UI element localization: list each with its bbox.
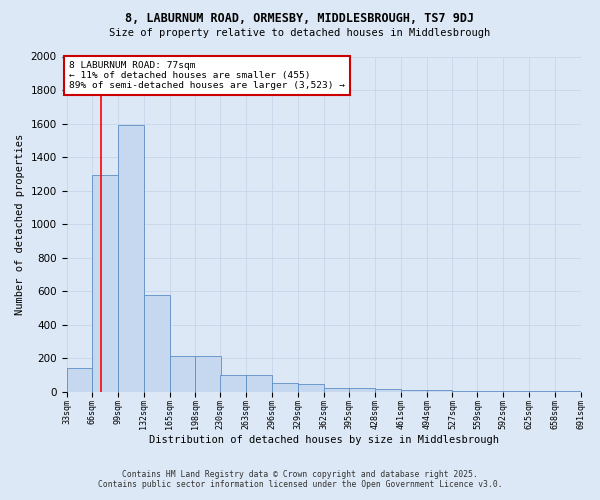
Bar	[503, 391, 529, 392]
Bar	[118, 125, 144, 392]
Bar	[272, 384, 298, 392]
Bar	[220, 375, 246, 392]
Bar	[92, 174, 118, 392]
Bar	[375, 390, 401, 392]
Text: Contains HM Land Registry data © Crown copyright and database right 2025.
Contai: Contains HM Land Registry data © Crown c…	[98, 470, 502, 489]
Text: Size of property relative to detached houses in Middlesbrough: Size of property relative to detached ho…	[109, 28, 491, 38]
Bar	[144, 294, 170, 392]
Bar	[170, 356, 196, 392]
Bar	[555, 391, 581, 392]
Bar	[427, 390, 452, 392]
Bar	[323, 388, 349, 392]
Bar	[401, 390, 427, 392]
Text: 8 LABURNUM ROAD: 77sqm
← 11% of detached houses are smaller (455)
89% of semi-de: 8 LABURNUM ROAD: 77sqm ← 11% of detached…	[69, 60, 345, 90]
Bar	[529, 391, 555, 392]
Bar	[298, 384, 323, 392]
Bar	[349, 388, 375, 392]
Bar	[196, 356, 221, 392]
Text: 8, LABURNUM ROAD, ORMESBY, MIDDLESBROUGH, TS7 9DJ: 8, LABURNUM ROAD, ORMESBY, MIDDLESBROUGH…	[125, 12, 475, 26]
Bar	[246, 375, 272, 392]
Bar	[67, 368, 92, 392]
Bar	[478, 391, 503, 392]
Bar	[452, 391, 478, 392]
Y-axis label: Number of detached properties: Number of detached properties	[15, 134, 25, 315]
X-axis label: Distribution of detached houses by size in Middlesbrough: Distribution of detached houses by size …	[149, 435, 499, 445]
